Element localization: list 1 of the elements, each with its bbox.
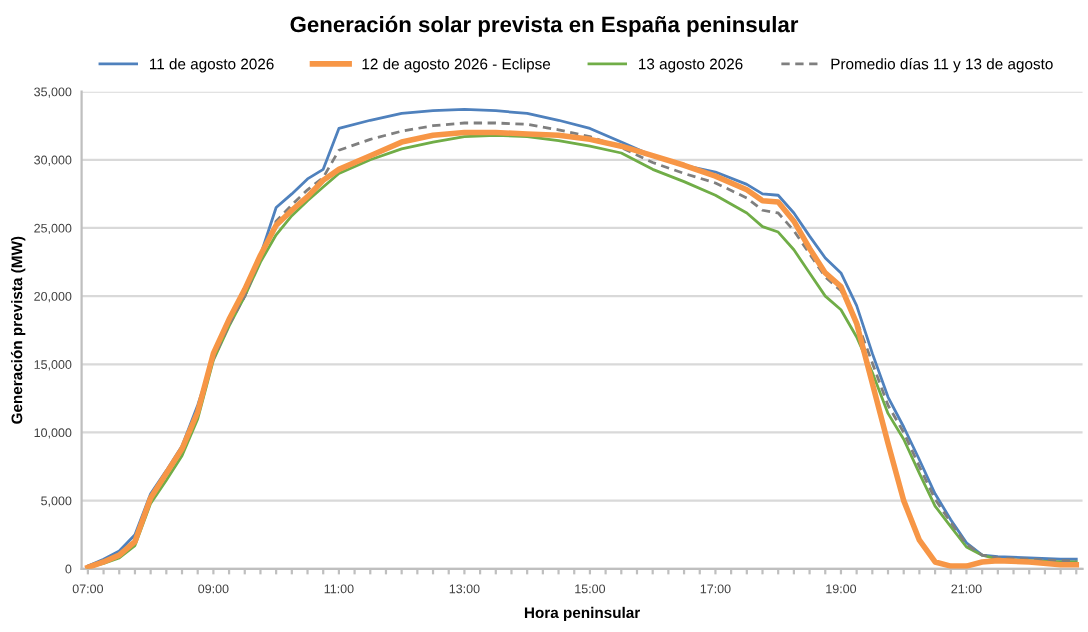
chart-title: Generación solar prevista en España peninsular: [290, 15, 799, 37]
